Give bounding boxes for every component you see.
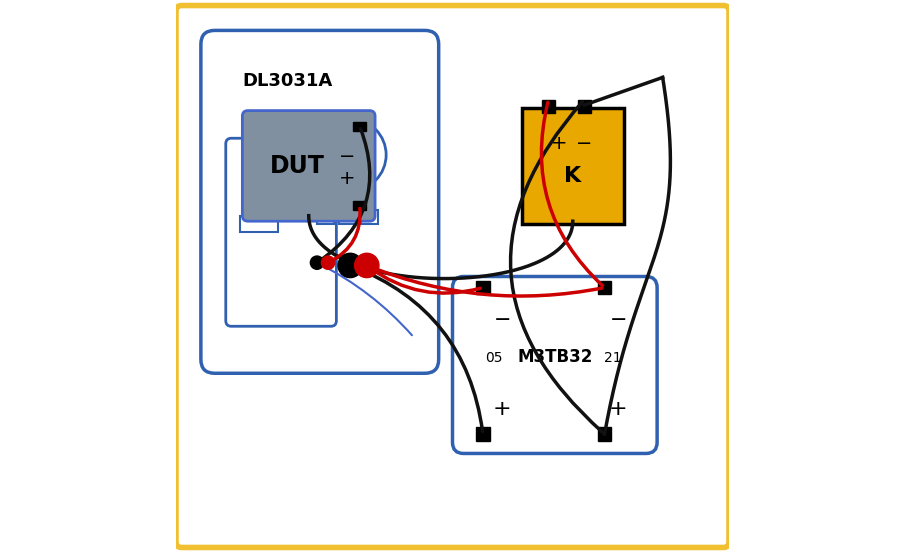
- Circle shape: [338, 253, 362, 278]
- Circle shape: [310, 256, 324, 269]
- Text: +: +: [609, 399, 628, 419]
- Text: DL3031A: DL3031A: [243, 72, 333, 90]
- Text: −: −: [610, 310, 627, 330]
- Text: DUT: DUT: [270, 154, 325, 178]
- FancyBboxPatch shape: [201, 30, 439, 373]
- Circle shape: [314, 119, 386, 191]
- Bar: [353, 122, 367, 131]
- FancyBboxPatch shape: [452, 276, 657, 453]
- Bar: [240, 216, 279, 232]
- Text: −: −: [493, 310, 511, 330]
- FancyBboxPatch shape: [176, 6, 729, 547]
- Bar: [353, 201, 367, 210]
- Text: +: +: [339, 169, 356, 188]
- Bar: [339, 210, 356, 224]
- Text: −: −: [339, 147, 356, 165]
- Bar: [476, 427, 490, 441]
- Bar: [597, 427, 612, 441]
- Bar: [361, 210, 378, 224]
- Bar: [577, 100, 591, 113]
- Text: 21: 21: [604, 351, 622, 365]
- Circle shape: [321, 256, 335, 269]
- Text: +: +: [551, 134, 567, 153]
- FancyBboxPatch shape: [521, 108, 624, 224]
- Text: M3TB32: M3TB32: [517, 348, 593, 366]
- Circle shape: [355, 253, 379, 278]
- FancyBboxPatch shape: [243, 111, 375, 221]
- Bar: [542, 100, 556, 113]
- Text: −: −: [576, 134, 592, 153]
- Text: +: +: [493, 399, 511, 419]
- Text: K: K: [564, 166, 581, 186]
- Bar: [476, 281, 490, 295]
- FancyBboxPatch shape: [225, 138, 337, 326]
- Bar: [597, 281, 612, 295]
- Text: 05: 05: [485, 351, 502, 365]
- Bar: [317, 210, 334, 224]
